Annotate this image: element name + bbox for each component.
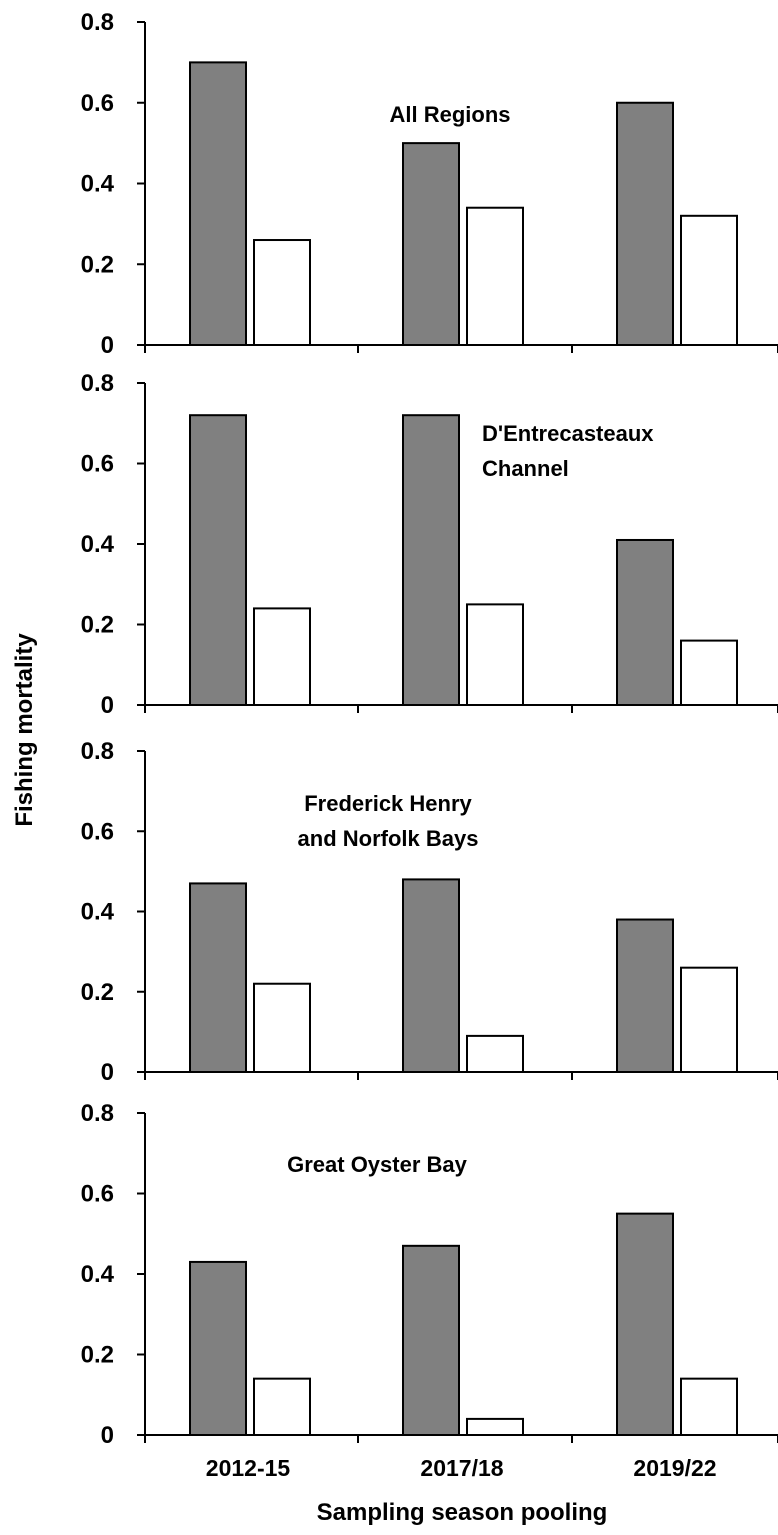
panel-title-p3-line1: Frederick Henry (304, 791, 472, 816)
bar-p1-s1-2 (402, 142, 460, 346)
bar-p4-s1-3 (616, 1212, 674, 1436)
bar-p1-s1-3 (616, 101, 674, 346)
panel-title-p4-line1: Great Oyster Bay (287, 1152, 468, 1177)
y-tick-label-p3-0: 0 (101, 1059, 114, 1086)
y-tick-label-p2-1: 0.2 (81, 612, 114, 639)
y-tick-label-p4-2: 0.4 (81, 1261, 115, 1288)
y-tick-label-p1-1: 0.2 (81, 251, 114, 278)
bar-p2-s1-2 (402, 414, 460, 706)
y-tick-label-p2-4: 0.8 (81, 370, 114, 397)
y-tick-label-p1-0: 0 (101, 332, 114, 359)
bar-p1-s2-3 (680, 214, 738, 346)
y-tick-label-p3-1: 0.2 (81, 979, 114, 1006)
bar-p2-s2-3 (680, 639, 738, 706)
bar-p4-s1-1 (189, 1260, 247, 1437)
y-tick-label-p2-3: 0.6 (81, 451, 114, 478)
bar-p3-s1-2 (402, 878, 460, 1074)
panel-title-p2-line2: Channel (482, 456, 569, 481)
y-tick-label-p1-2: 0.4 (81, 171, 115, 198)
y-tick-label-p4-4: 0.8 (81, 1100, 114, 1127)
bar-p2-s2-1 (253, 607, 311, 707)
y-tick-label-p4-3: 0.6 (81, 1181, 114, 1208)
x-category-label-3: 2019/22 (633, 1455, 716, 1481)
y-tick-label-p2-0: 0 (101, 692, 114, 719)
y-tick-label-p4-0: 0 (101, 1422, 114, 1449)
y-tick-label-p2-2: 0.4 (81, 531, 115, 558)
x-category-label-2: 2017/18 (420, 1455, 503, 1481)
y-tick-label-p4-1: 0.2 (81, 1342, 114, 1369)
panel-title-p2-line1: D'Entrecasteaux (482, 421, 654, 446)
bar-p2-s1-3 (616, 538, 674, 706)
y-tick-label-p1-3: 0.6 (81, 90, 114, 117)
y-tick-label-p3-3: 0.6 (81, 818, 114, 845)
x-category-label-1: 2012-15 (206, 1455, 291, 1481)
panel-title-p1-line1: All Regions (389, 102, 510, 127)
bar-p4-s1-2 (402, 1244, 460, 1436)
bar-p2-s2-2 (466, 603, 524, 706)
y-tick-label-p1-4: 0.8 (81, 9, 114, 36)
bar-p1-s1-1 (189, 61, 247, 346)
y-axis-title: Fishing mortality (11, 633, 38, 827)
bar-p3-s2-3 (680, 966, 738, 1073)
x-axis-title: Sampling season pooling (317, 1499, 608, 1526)
y-tick-label-p3-4: 0.8 (81, 738, 114, 765)
y-tick-label-p3-2: 0.4 (81, 899, 115, 926)
bar-p4-s2-3 (680, 1377, 738, 1437)
bar-p1-s2-2 (466, 206, 524, 346)
bar-p3-s1-3 (616, 918, 674, 1074)
bar-p4-s2-2 (466, 1417, 524, 1437)
bar-p3-s2-2 (466, 1034, 524, 1073)
bar-p1-s2-1 (253, 239, 311, 346)
bar-p3-s2-1 (253, 982, 311, 1073)
bar-p4-s2-1 (253, 1377, 311, 1437)
bar-p3-s1-1 (189, 882, 247, 1073)
panel-title-p3-line2: and Norfolk Bays (298, 826, 479, 851)
bar-p2-s1-1 (189, 414, 247, 706)
